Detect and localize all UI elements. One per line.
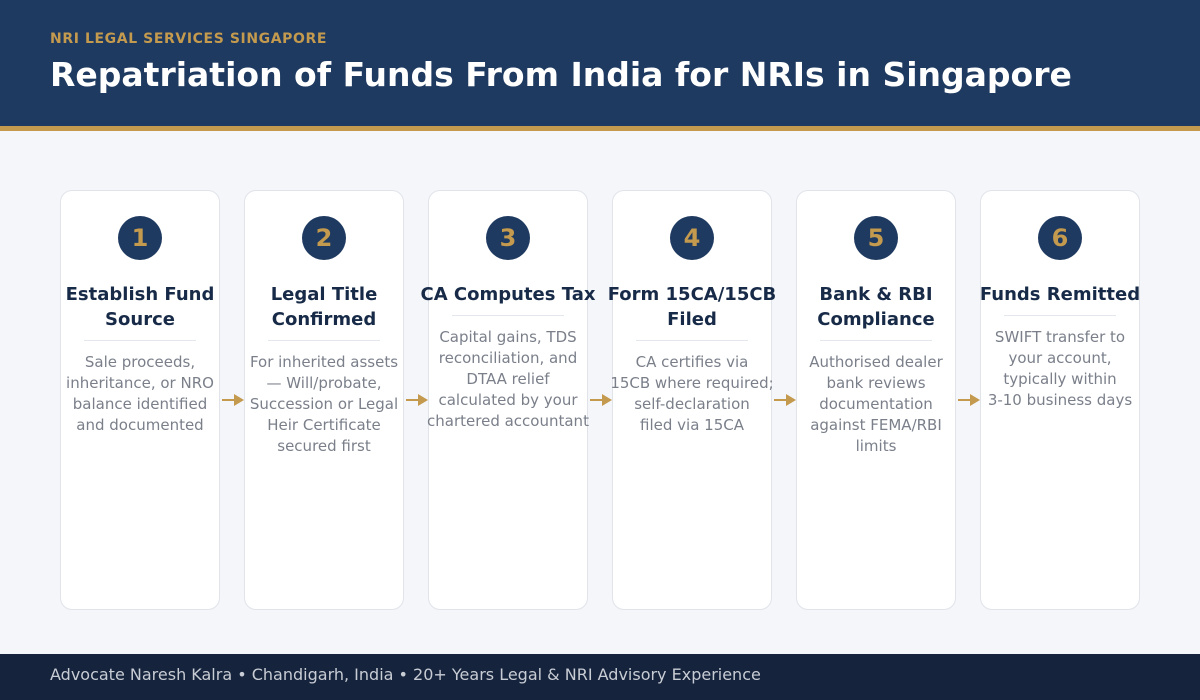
step-title: Form 15CA/15CB Filed	[592, 282, 792, 332]
step-description-line: SWIFT transfer to	[994, 328, 1126, 346]
step-description: Sale proceeds, inheritance, or NRO balance…	[55, 352, 225, 436]
step-description-line: 3-10 business days	[987, 391, 1133, 409]
step-number-badge: 5	[854, 216, 898, 260]
step-description-line: documentation	[819, 395, 933, 413]
step-description-line: secured first	[277, 437, 371, 455]
step-description-line: bank reviews	[826, 374, 926, 392]
step-card	[244, 190, 404, 610]
step-description-line: balance identified	[72, 395, 208, 413]
step-title: Bank & RBI Compliance	[776, 282, 976, 332]
step-description-line: and documented	[76, 416, 204, 434]
step-description-line: CA certifies via	[635, 353, 749, 371]
step-description-line: DTAA relief	[466, 370, 550, 388]
footer-text: Advocate Naresh Kalra • Chandigarh, Indi…	[50, 665, 761, 684]
step-title-line: Confirmed	[271, 309, 377, 330]
step-card	[612, 190, 772, 610]
step-title-line: Compliance	[817, 309, 935, 330]
step-title-line: CA Computes Tax	[420, 284, 596, 305]
step-number-badge: 1	[118, 216, 162, 260]
step-title-line: Legal Title	[270, 284, 378, 305]
arrow-right-icon	[958, 394, 980, 406]
step-description-line: typically within	[1003, 370, 1117, 388]
step-divider	[84, 340, 196, 341]
step-title: Legal Title Confirmed	[224, 282, 424, 332]
step-description-line: your account,	[1008, 349, 1112, 367]
step-title: Funds Remitted	[960, 282, 1160, 307]
step-title-line: Funds Remitted	[979, 284, 1141, 305]
header-banner	[0, 0, 1200, 126]
step-divider	[636, 340, 748, 341]
arrow-right-icon	[222, 394, 244, 406]
step-description-line: 15CB where required;	[610, 374, 774, 392]
step-title-line: Source	[105, 309, 175, 330]
footer-bar	[0, 654, 1200, 700]
step-number-badge: 6	[1038, 216, 1082, 260]
step-description: SWIFT transfer to your account, typically …	[975, 327, 1145, 411]
step-description-line: For inherited assets	[249, 353, 399, 371]
arrow-right-icon	[406, 394, 428, 406]
step-number-badge: 3	[486, 216, 530, 260]
step-description-line: limits	[855, 437, 897, 455]
header-gold-rule	[0, 126, 1200, 131]
step-card	[796, 190, 956, 610]
step-description-line: filed via 15CA	[640, 416, 744, 434]
step-description-line: self-declaration	[634, 395, 750, 413]
step-divider	[820, 340, 932, 341]
step-title-line: Form 15CA/15CB	[607, 284, 777, 305]
step-description: Authorised dealer bank reviews documentati…	[791, 352, 961, 457]
page-title: Repatriation of Funds From India for NRI…	[50, 55, 1072, 94]
step-card	[60, 190, 220, 610]
step-description-line: Heir Certificate	[267, 416, 381, 434]
step-description-line: calculated by your	[438, 391, 578, 409]
step-description: Capital gains, TDS reconciliation, and DTA…	[423, 327, 593, 432]
step-description-line: reconciliation, and	[438, 349, 578, 367]
step-description: CA certifies via 15CB where required; self…	[607, 352, 777, 436]
step-description-line: Authorised dealer	[809, 353, 943, 371]
step-number-badge: 4	[670, 216, 714, 260]
step-description: For inherited assets — Will/probate, Succe…	[239, 352, 409, 457]
arrow-right-icon	[774, 394, 796, 406]
step-title-line: Establish Fund	[65, 284, 215, 305]
step-description-line: Sale proceeds,	[84, 353, 196, 371]
header-kicker: NRI LEGAL SERVICES SINGAPORE	[50, 31, 328, 47]
step-description-line: Succession or Legal	[249, 395, 399, 413]
step-description-line: inheritance, or NRO	[66, 374, 214, 392]
arrow-right-icon	[590, 394, 612, 406]
step-description-line: chartered accountant	[427, 412, 589, 430]
step-card	[980, 190, 1140, 610]
step-card	[428, 190, 588, 610]
step-title-line: Filed	[667, 309, 717, 330]
step-title-line: Bank & RBI	[819, 284, 933, 305]
step-divider	[268, 340, 380, 341]
step-divider	[452, 315, 564, 316]
step-title: CA Computes Tax	[408, 282, 608, 307]
step-title: Establish Fund Source	[40, 282, 240, 332]
step-description-line: — Will/probate,	[266, 374, 382, 392]
step-description-line: against FEMA/RBI	[810, 416, 942, 434]
step-number-badge: 2	[302, 216, 346, 260]
step-description-line: Capital gains, TDS	[439, 328, 577, 346]
step-divider	[1004, 315, 1116, 316]
